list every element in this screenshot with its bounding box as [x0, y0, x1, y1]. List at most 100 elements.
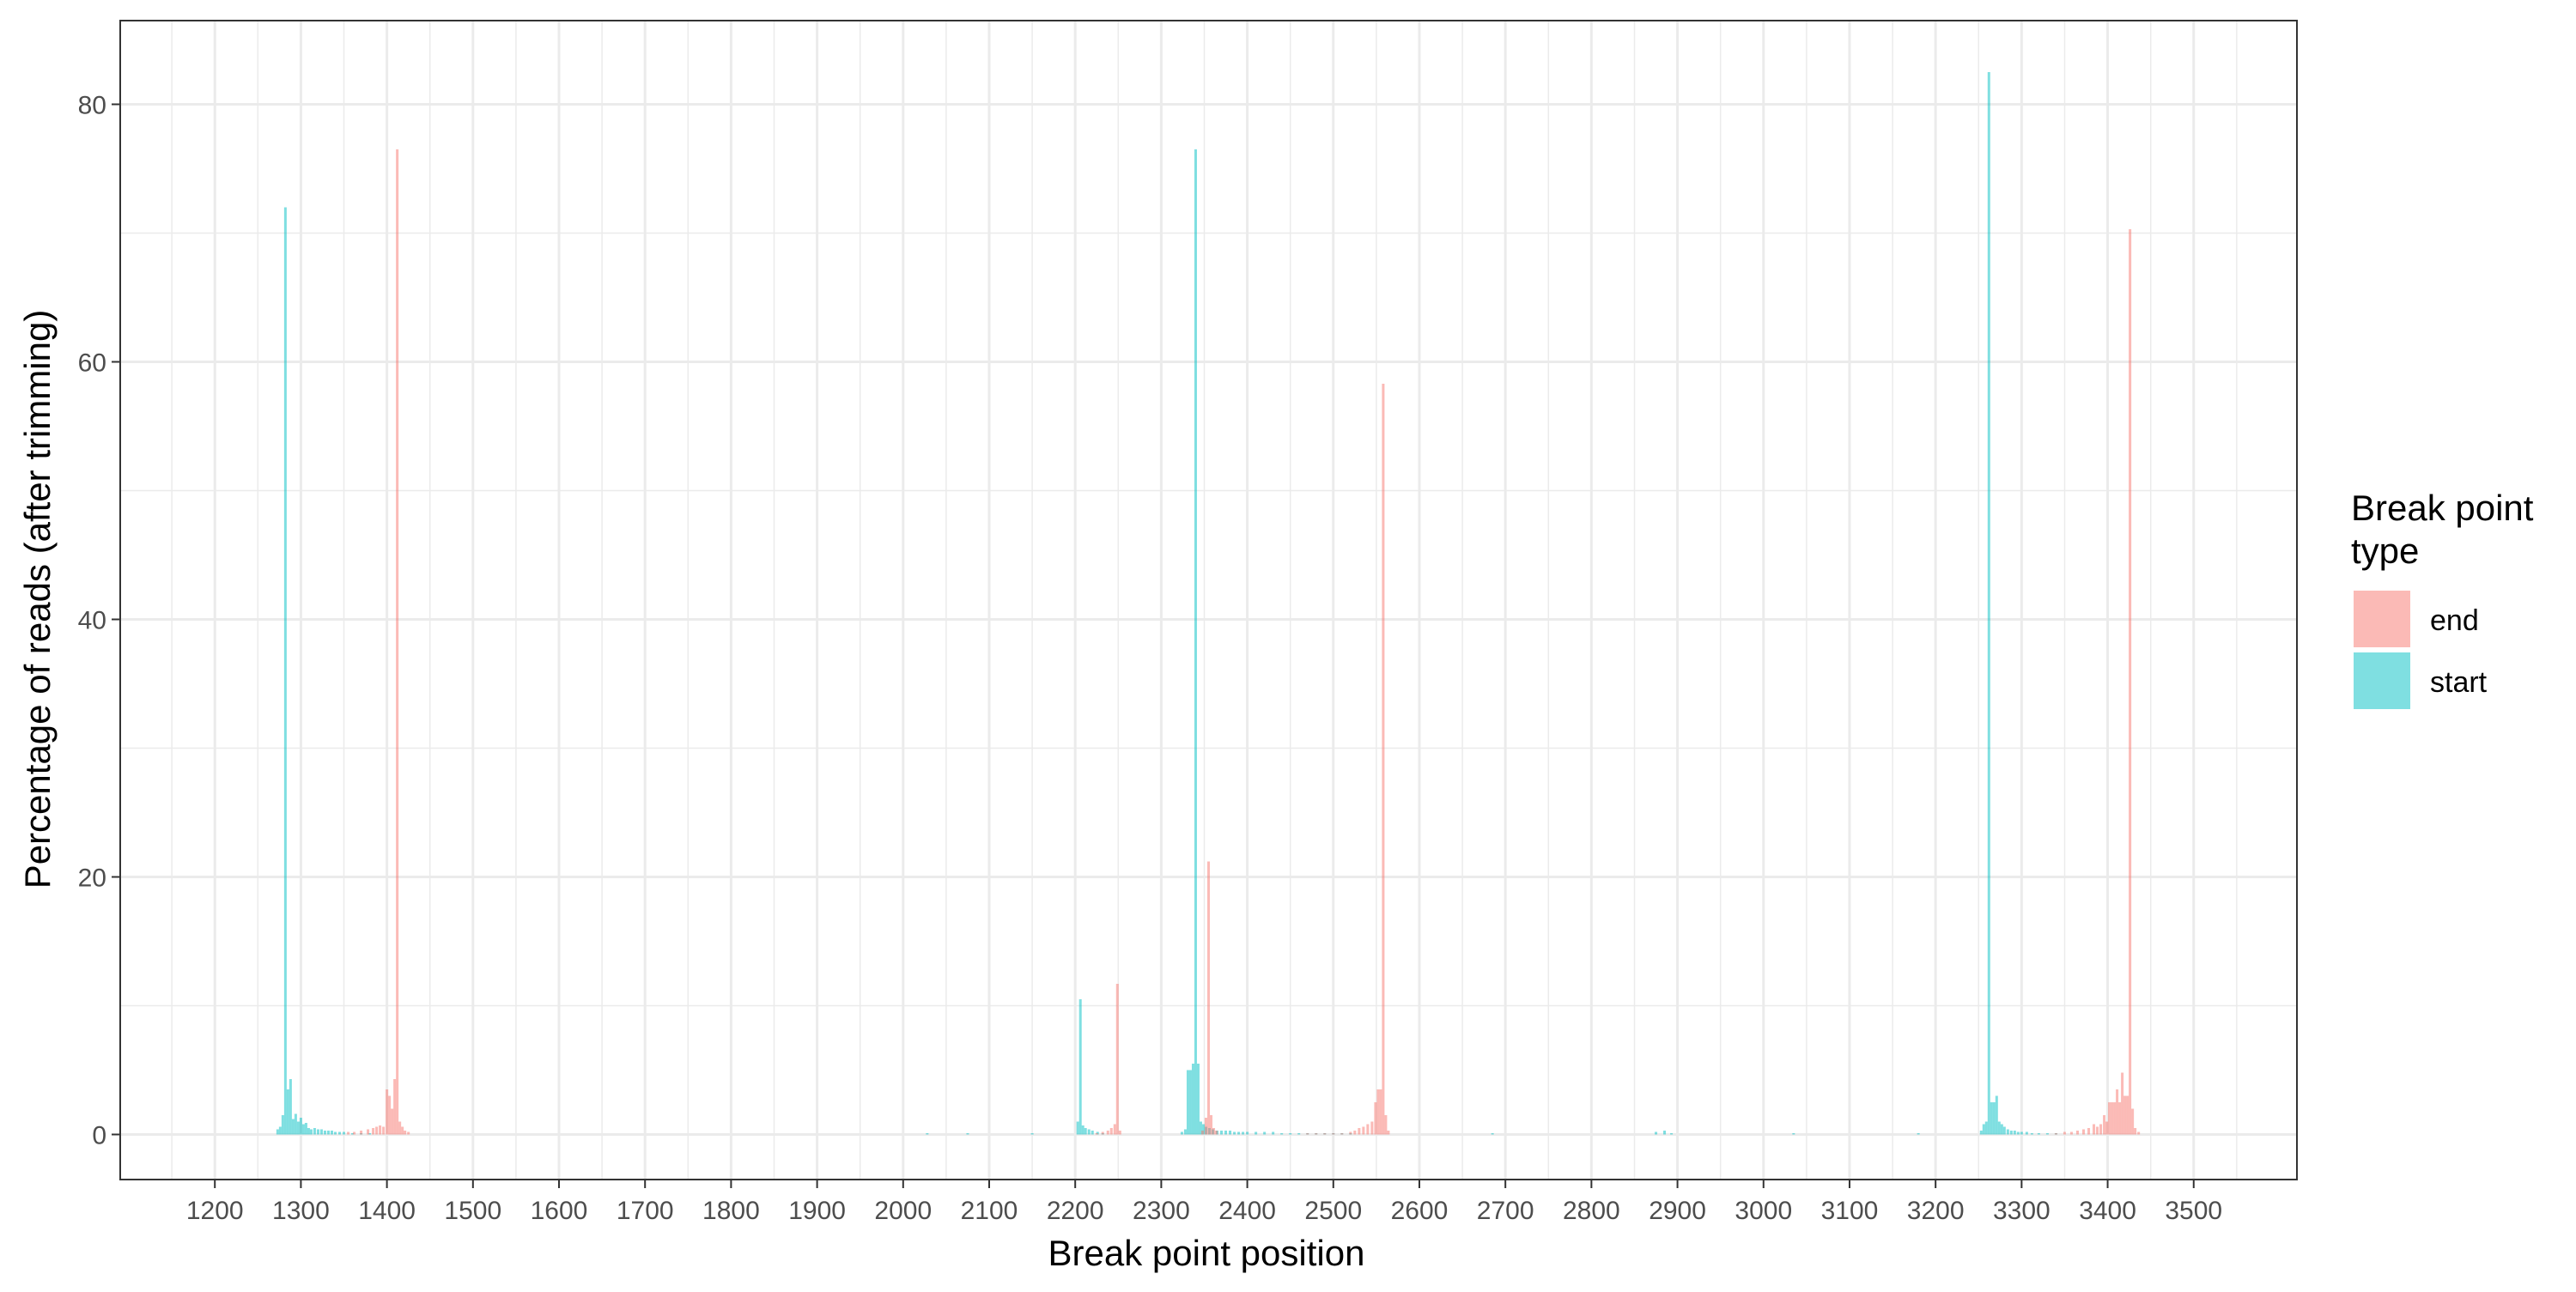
- bar-end: [1374, 1102, 1377, 1135]
- bar-end: [353, 1131, 356, 1135]
- bar-start: [304, 1123, 307, 1135]
- x-axis: 1200 1300 1400 1500 1600 1700 1800 1900 2000 2100…: [186, 1180, 2222, 1225]
- bar-end: [2129, 229, 2132, 1135]
- bar-end: [1101, 1131, 1104, 1135]
- bar-end: [2069, 1131, 2073, 1135]
- legend-key-start: [2354, 652, 2410, 709]
- bar-start: [1990, 1102, 1993, 1135]
- bar-end: [1106, 1131, 1109, 1135]
- y-tick-label: 80: [78, 92, 106, 120]
- bar-end: [1200, 1131, 1204, 1135]
- bar-start: [316, 1129, 319, 1135]
- bar-start: [1670, 1133, 1674, 1135]
- bar-start: [291, 1119, 295, 1135]
- x-tick-label: 3100: [1821, 1197, 1879, 1225]
- bar-end: [1323, 1133, 1327, 1135]
- bar-start: [1091, 1131, 1094, 1135]
- bar-start: [1982, 1124, 1985, 1135]
- x-tick-label: 2300: [1133, 1197, 1190, 1225]
- bar-start: [1188, 1070, 1192, 1135]
- bar-end: [2121, 1072, 2124, 1135]
- bar-end: [396, 149, 399, 1135]
- bar-end: [1362, 1126, 1365, 1135]
- bar-start: [1663, 1131, 1667, 1135]
- bar-start: [1655, 1131, 1658, 1135]
- bar-start: [1289, 1133, 1292, 1135]
- bar-start: [351, 1133, 355, 1135]
- bar-end: [407, 1131, 410, 1135]
- x-tick-label: 1400: [358, 1197, 416, 1225]
- bar-start: [333, 1131, 337, 1135]
- panel-border: [119, 20, 2298, 1180]
- bar-start: [1076, 1121, 1079, 1135]
- x-tick-label: 1900: [788, 1197, 846, 1225]
- x-tick-label: 2400: [1218, 1197, 1276, 1225]
- x-tick-label: 3500: [2165, 1197, 2222, 1225]
- bar-end: [386, 1089, 389, 1135]
- bar-start: [966, 1133, 969, 1135]
- bar-start: [301, 1124, 305, 1135]
- bar-end: [1118, 1131, 1121, 1135]
- bar-end: [2116, 1089, 2119, 1135]
- bar-end: [2113, 1102, 2117, 1135]
- y-axis: 0 20 40 60 80: [78, 92, 120, 1150]
- bar-start: [1297, 1133, 1301, 1135]
- bar-end: [1095, 1133, 1098, 1135]
- bar-start: [338, 1131, 342, 1135]
- bar-start: [323, 1131, 326, 1135]
- bar-start: [1194, 149, 1197, 1135]
- bar-end: [1366, 1124, 1370, 1135]
- bar-end: [1382, 384, 1385, 1135]
- bar-start: [1987, 72, 1990, 1135]
- bar-end: [2093, 1124, 2096, 1135]
- y-tick-label: 40: [78, 607, 106, 635]
- bar-end: [1349, 1131, 1352, 1135]
- bar-end: [388, 1095, 392, 1135]
- bar-end: [1384, 1115, 1388, 1135]
- bar-start: [1180, 1131, 1183, 1135]
- bar-end: [1212, 1128, 1216, 1135]
- y-tick-label: 60: [78, 349, 106, 378]
- bar-start: [1030, 1133, 1034, 1135]
- bar-start: [2045, 1133, 2049, 1135]
- y-axis-title: Percentage of reads (after trimming): [17, 310, 58, 889]
- bar-start: [276, 1129, 279, 1135]
- bar-start: [286, 1089, 289, 1135]
- bar-start: [294, 1113, 297, 1135]
- bar-start: [1995, 1095, 1998, 1135]
- bar-end: [1113, 1124, 1116, 1135]
- bar-end: [1210, 1115, 1213, 1135]
- bar-start: [289, 1079, 292, 1135]
- bar-start: [330, 1131, 333, 1135]
- bar-start: [283, 207, 287, 1135]
- bar-start: [2002, 1126, 2006, 1135]
- bar-end: [2105, 1121, 2109, 1135]
- bar-start: [1263, 1131, 1267, 1135]
- bar-start: [1220, 1131, 1224, 1135]
- bar-start: [2000, 1124, 2003, 1135]
- bar-end: [1376, 1089, 1380, 1135]
- bar-start: [1183, 1129, 1187, 1135]
- bar-end: [372, 1128, 375, 1135]
- x-tick-label: 1600: [531, 1197, 588, 1225]
- bar-end: [2099, 1124, 2103, 1135]
- bar-start: [1196, 1064, 1200, 1135]
- bar-start: [1081, 1125, 1084, 1135]
- bar-end: [2126, 1095, 2129, 1135]
- x-tick-label: 3000: [1735, 1197, 1792, 1225]
- bar-end: [2108, 1102, 2111, 1135]
- bar-end: [1206, 861, 1211, 1135]
- bar-end: [1315, 1133, 1318, 1135]
- x-tick-label: 2700: [1477, 1197, 1534, 1225]
- bar-end: [367, 1129, 370, 1135]
- bar-start: [2009, 1131, 2013, 1135]
- x-tick-label: 1500: [444, 1197, 501, 1225]
- bar-end: [2137, 1131, 2141, 1135]
- x-tick-label: 3300: [1993, 1197, 2050, 1225]
- bar-start: [309, 1129, 313, 1135]
- bar-end: [347, 1131, 350, 1135]
- bar-end: [393, 1079, 397, 1135]
- bar-start: [2006, 1129, 2009, 1135]
- bar-end: [2131, 1108, 2135, 1135]
- bar-start: [1087, 1129, 1091, 1135]
